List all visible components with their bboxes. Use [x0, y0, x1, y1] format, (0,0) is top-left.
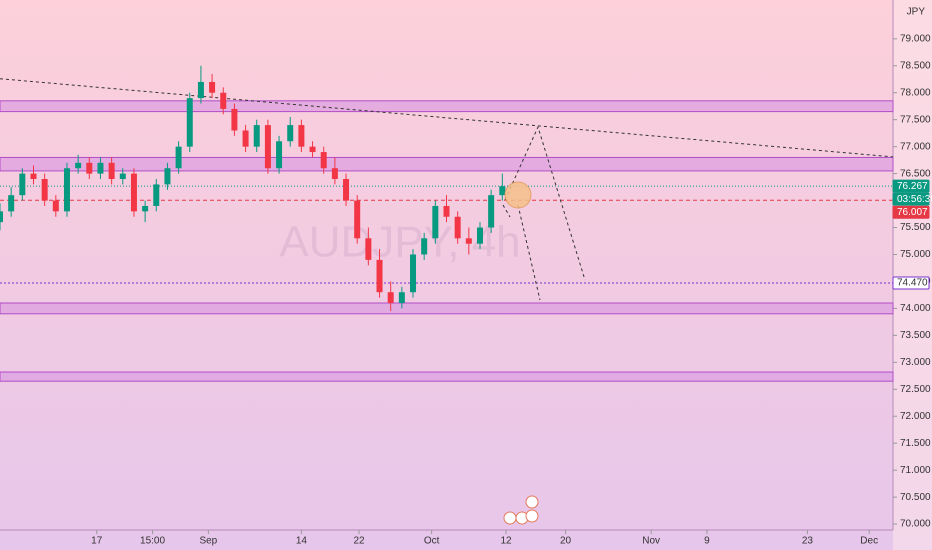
candle-body	[220, 92, 227, 109]
x-tick-label: Oct	[424, 536, 440, 547]
candle-body	[209, 81, 216, 93]
candle-body	[499, 186, 506, 196]
candle-body	[410, 254, 417, 293]
y-tick-label: 77.000	[900, 141, 931, 152]
candle-body	[421, 238, 428, 255]
candle-body	[153, 184, 160, 206]
y-tick-label: 71.000	[900, 465, 931, 476]
candle-body	[398, 292, 405, 304]
last-price-label-bg	[892, 179, 930, 193]
y-tick-label: 71.500	[900, 438, 931, 449]
red-level-label-bg	[892, 205, 930, 219]
y-tick-label: 77.500	[900, 114, 931, 125]
y-tick-label: 70.500	[900, 492, 931, 503]
candle-body	[287, 125, 294, 142]
currency: JPY	[907, 7, 926, 18]
y-tick-label: 73.000	[900, 357, 931, 368]
candle-body	[476, 227, 483, 244]
y-tick-label: 76.500	[900, 168, 931, 179]
candle-body	[264, 125, 271, 169]
candle-body	[108, 162, 115, 180]
y-tick-label: 78.000	[900, 87, 931, 98]
candle-body	[365, 238, 372, 260]
candle-body	[488, 195, 495, 228]
candle-body	[19, 173, 26, 196]
candle-body	[164, 168, 171, 185]
zone	[0, 302, 894, 315]
candle-body	[75, 162, 82, 169]
zone	[0, 100, 894, 113]
candle-body	[309, 146, 316, 153]
projection-arrows	[502, 125, 586, 301]
candle-body	[432, 205, 439, 239]
price-axis-bg	[893, 0, 932, 550]
candle-body	[197, 81, 204, 99]
candle-body	[97, 162, 104, 174]
candle-body	[242, 130, 249, 147]
candle-body	[443, 205, 450, 217]
candle-body	[63, 168, 70, 212]
candle-body	[253, 125, 260, 147]
zone	[0, 156, 894, 172]
candle-body	[376, 259, 383, 293]
candle-body	[175, 146, 182, 169]
candle-body	[119, 173, 126, 180]
x-tick-label: Nov	[642, 536, 660, 547]
countdown-label: 03:56:30	[897, 194, 932, 205]
plot: 70.000 70.500 71.000 71.500 72.000 72.500 73.0…	[0, 33, 931, 547]
candle-body	[52, 200, 59, 212]
countdown-label-bg	[892, 192, 930, 206]
candle-body	[354, 200, 361, 239]
candle-body	[343, 179, 350, 201]
candle-body	[8, 195, 15, 212]
x-tick-label: Sep	[199, 536, 217, 547]
x-tick-label: 17	[91, 536, 103, 547]
purple-level-label: 74.470	[897, 278, 928, 289]
y-tick-label: 75.500	[900, 222, 931, 233]
candle-body	[465, 238, 472, 244]
y-tick-label: 75.000	[900, 249, 931, 260]
candle-body	[41, 179, 48, 201]
candle-body	[86, 162, 93, 174]
event-icons	[503, 495, 539, 525]
y-tick-label: 72.000	[900, 411, 931, 422]
candle-body	[331, 168, 338, 180]
zone	[0, 371, 894, 382]
x-tick-label: 15:00	[140, 536, 165, 547]
x-tick-label: 23	[802, 536, 814, 547]
candle-body	[454, 216, 461, 239]
candle-body	[276, 141, 283, 169]
candle-body	[30, 173, 37, 180]
x-tick-label: 12	[500, 536, 512, 547]
y-tick-label: 70.000	[900, 519, 931, 530]
y-tick-label: 72.500	[900, 384, 931, 395]
marker-circle	[504, 181, 532, 209]
y-tick-label: 79.000	[900, 33, 931, 44]
x-tick-label: 14	[296, 536, 308, 547]
x-tick-label: Dec	[860, 536, 878, 547]
watermark: AUDJPY, 4h	[279, 218, 520, 267]
last-price-label: 76.267	[897, 181, 928, 192]
candle-body	[387, 292, 394, 304]
x-tick-label: 22	[353, 536, 365, 547]
candle-body	[298, 125, 305, 147]
y-tick-label: 74.000	[900, 303, 931, 314]
purple-level-label-bg	[892, 276, 930, 290]
candle-body	[0, 211, 3, 223]
x-tick-label: 9	[704, 536, 710, 547]
candle-body	[130, 173, 137, 212]
red-level-label: 76.007	[897, 207, 928, 218]
candle-body	[320, 152, 327, 169]
candle-body	[142, 205, 149, 212]
y-tick-label: 78.500	[900, 60, 931, 71]
y-tick-label: 73.500	[900, 330, 931, 341]
x-tick-label: 20	[560, 536, 572, 547]
candle-body	[231, 108, 238, 131]
candle-body	[186, 98, 193, 147]
